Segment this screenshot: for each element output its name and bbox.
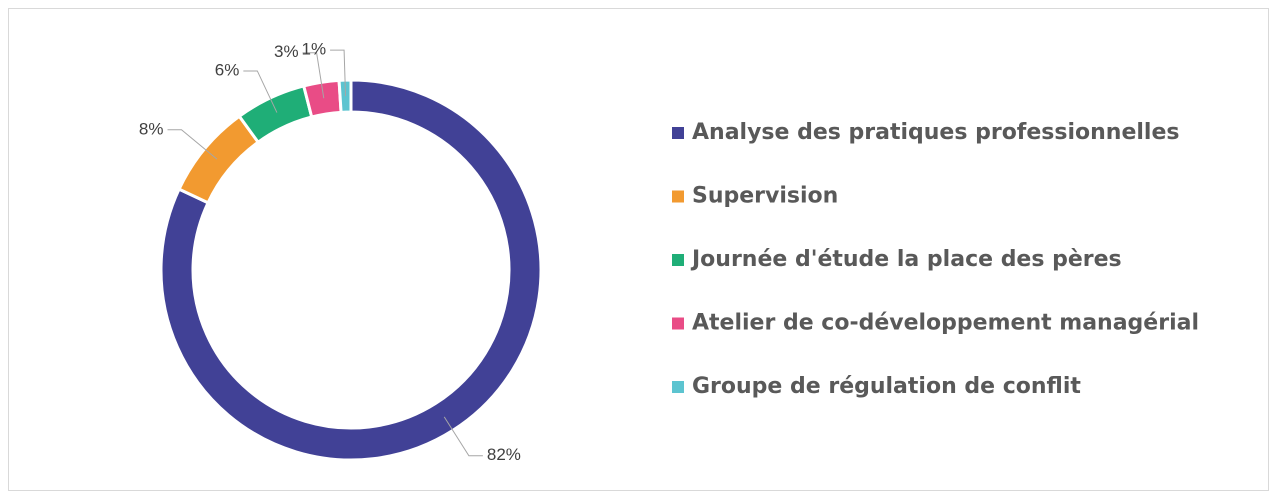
legend-swatch [672,190,684,203]
legend-swatch [672,254,684,266]
donut-slice [159,78,543,462]
leader-line [302,52,325,99]
data-label: 3% [274,42,299,61]
data-label: 8% [139,119,164,138]
data-label: 1% [302,40,327,59]
donut-slice [337,78,353,114]
chart-border [8,8,1269,491]
legend-swatch [672,317,684,330]
leader-line [330,49,347,97]
data-label: 6% [215,60,240,79]
leader-line [443,416,483,457]
leader-line [243,70,278,113]
legend-label: Groupe de régulation de conflit [692,374,1081,399]
leader-line [167,129,218,160]
legend-label: Supervision [692,184,838,209]
legend-label: Journée d'étude la place des pères [690,247,1122,272]
legend-label: Atelier de co-développement managérial [692,311,1199,336]
donut-slice [301,78,343,119]
data-label: 82% [487,445,521,464]
legend-swatch [672,127,684,139]
legend-label: Analyse des pratiques professionnelles [692,120,1180,145]
legend-swatch [672,381,684,393]
